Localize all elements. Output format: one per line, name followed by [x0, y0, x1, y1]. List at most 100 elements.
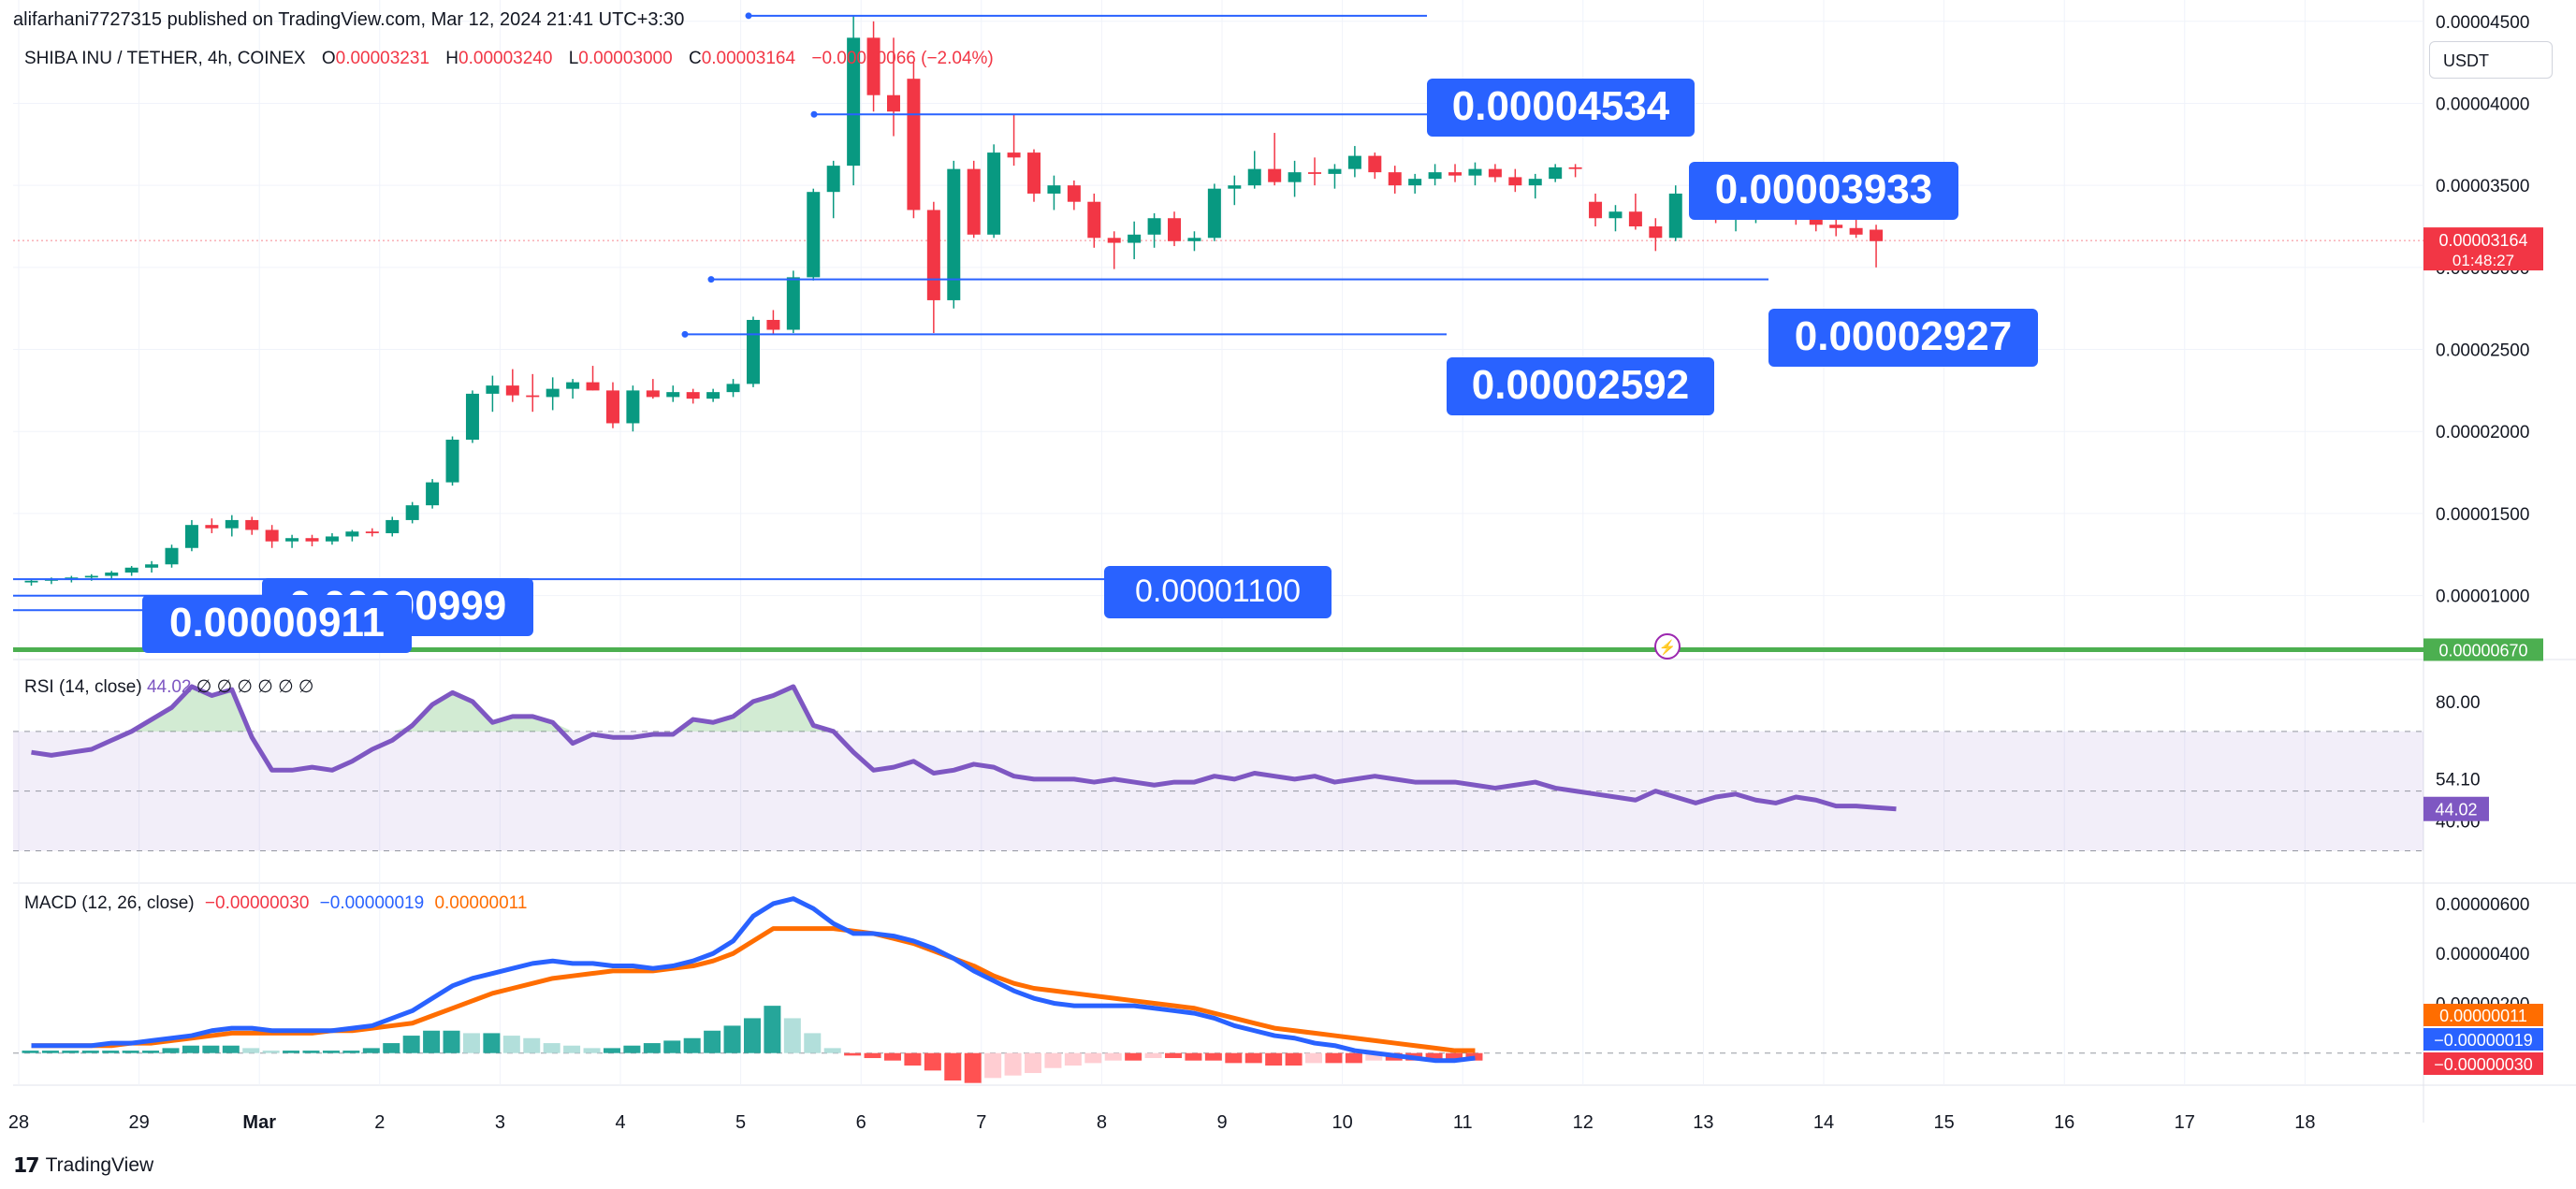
rsi-legend[interactable]: RSI (14, close) 44.02 ∅ ∅ ∅ ∅ ∅ ∅	[24, 676, 313, 698]
candle-body	[1809, 216, 1823, 225]
candle-body	[1508, 177, 1522, 186]
candle-body	[1368, 155, 1382, 173]
macd-histogram-bar	[242, 1048, 260, 1053]
candle-body	[1668, 193, 1682, 239]
macd-last-label: 0.00000011	[2439, 1007, 2527, 1025]
macd-histogram-bar	[583, 1048, 601, 1053]
macd-histogram-bar	[1345, 1052, 1362, 1064]
candle-body	[586, 382, 600, 391]
candle-body	[124, 567, 138, 573]
rsi-last-label: 44.02	[2435, 801, 2477, 819]
candle-body	[766, 319, 780, 330]
candle-body	[205, 525, 219, 529]
time-tick-label: 3	[495, 1112, 505, 1133]
candle-body	[886, 94, 900, 112]
macd-histogram-bar	[302, 1051, 320, 1053]
macd-histogram-bar	[1064, 1052, 1082, 1066]
macd-histogram-bar	[1446, 1052, 1463, 1061]
time-tick-label: 13	[1693, 1112, 1713, 1133]
price-tick-label: 0.00002000	[2436, 423, 2529, 442]
time-tick-label: 7	[976, 1112, 986, 1133]
footer[interactable]: 𝟭𝟳 TradingView	[13, 1153, 153, 1178]
candle-body	[1468, 168, 1482, 176]
candle-body	[405, 505, 419, 520]
candle-body	[1408, 179, 1422, 186]
ray-anchor-dot	[707, 276, 715, 283]
price-label-box	[1104, 566, 1332, 618]
candle-body	[566, 382, 580, 389]
macd-histogram-bar	[683, 1037, 701, 1053]
candle-body	[807, 192, 821, 278]
macd-last-label: −0.00000030	[2434, 1055, 2533, 1074]
macd-histogram-bar	[1165, 1052, 1183, 1059]
candle-body	[666, 392, 680, 398]
high-value: 0.00003240	[458, 49, 553, 68]
macd-histogram-bar	[362, 1048, 380, 1053]
macd-histogram-bar	[483, 1033, 501, 1053]
candle-body	[305, 538, 319, 542]
rsi-value: 44.02	[146, 677, 192, 697]
candle-body	[1649, 226, 1663, 239]
price-label-box	[1768, 309, 2038, 367]
macd-title: MACD (12, 26, close)	[24, 893, 195, 913]
candle-body	[285, 538, 299, 542]
candle-body	[1067, 185, 1081, 202]
candle-body	[165, 547, 179, 565]
candle-body	[1388, 172, 1402, 186]
time-tick-label: 12	[1573, 1112, 1594, 1133]
open-value: 0.00003231	[335, 49, 430, 68]
macd-histogram-bar	[443, 1030, 460, 1053]
rsi-overbought-fill	[31, 686, 1897, 732]
candle-body	[926, 210, 940, 300]
candle-body	[526, 395, 540, 398]
macd-histogram-bar	[1365, 1052, 1383, 1061]
macd-histogram-bar	[944, 1052, 962, 1080]
macd-histogram-bar	[1225, 1052, 1243, 1064]
macd-histogram-bar	[62, 1051, 80, 1053]
candle-body	[1829, 225, 1843, 228]
price-label-box	[1447, 357, 1714, 415]
macd-histogram-bar	[723, 1025, 741, 1053]
candle-body	[225, 519, 239, 529]
macd-histogram-bar	[423, 1030, 441, 1053]
candle-body	[1187, 238, 1201, 241]
candle-body	[1628, 211, 1642, 227]
brand-name: TradingView	[45, 1154, 154, 1176]
price-label-text: 0.00004534	[1452, 83, 1670, 129]
macd-histogram-bar	[764, 1006, 781, 1053]
candle-body	[1849, 227, 1863, 235]
price-tick-label: 0.00001000	[2436, 587, 2529, 607]
candle-body	[505, 385, 519, 396]
time-tick-label: 2	[374, 1112, 385, 1133]
candle-body	[1568, 167, 1582, 169]
macd-legend[interactable]: MACD (12, 26, close) −0.00000030 −0.0000…	[24, 893, 527, 914]
price-tick-label: 0.00003500	[2436, 177, 2529, 196]
time-tick-label: 17	[2175, 1112, 2195, 1133]
macd-histogram-bar	[322, 1051, 340, 1053]
candle-body	[826, 166, 840, 193]
time-tick-label: 28	[8, 1112, 29, 1133]
close-value: 0.00003164	[701, 49, 796, 68]
candle-body	[184, 525, 198, 548]
macd-hist-value: −0.00000030	[204, 893, 310, 913]
macd-histogram-bar	[1265, 1052, 1283, 1066]
symbol-name[interactable]: SHIBA INU / TETHER, 4h, COINEX	[24, 49, 306, 68]
lightning-icon	[1654, 633, 1681, 660]
currency-button[interactable]: USDT	[2429, 41, 2553, 79]
candle-body	[1528, 179, 1542, 186]
open-label: O	[321, 49, 336, 68]
rsi-last-tag	[2423, 796, 2489, 821]
macd-histogram-bar	[41, 1051, 59, 1053]
time-tick-label: 8	[1097, 1112, 1107, 1133]
macd-histogram-bar	[262, 1051, 280, 1053]
candle-body	[947, 168, 961, 300]
macd-histogram-bar	[804, 1033, 822, 1053]
price-label-text: 0.00002927	[1795, 313, 2012, 359]
candle-body	[1328, 168, 1342, 174]
macd-histogram-bar	[283, 1051, 300, 1053]
rsi-tick-label: 80.00	[2436, 693, 2481, 713]
macd-signal-value: 0.00000011	[434, 893, 528, 913]
candle-body	[646, 390, 660, 398]
candle-body	[1168, 218, 1182, 241]
